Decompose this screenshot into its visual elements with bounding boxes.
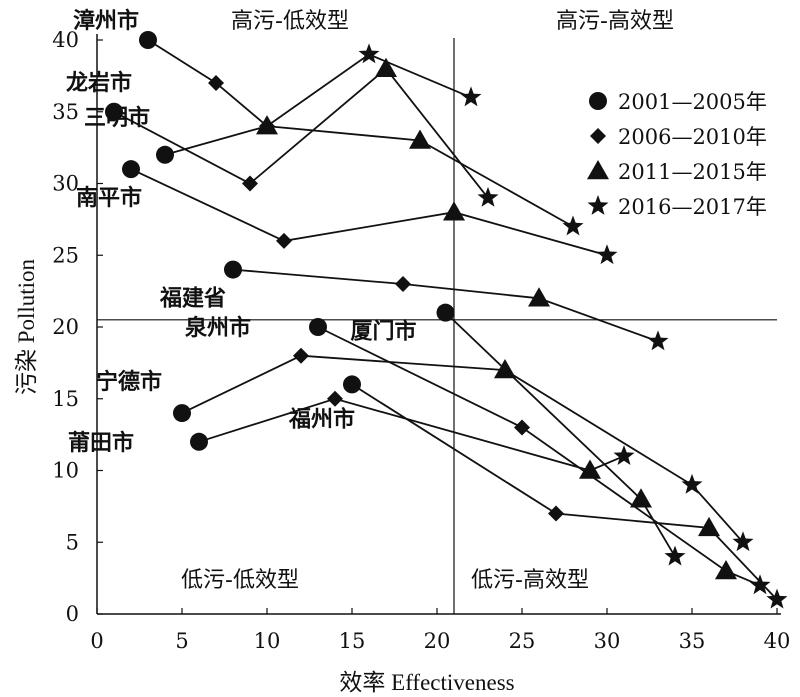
x-tick-label: 10 [254,629,281,653]
quadrant-label: 高污-高效型 [556,9,674,34]
series-line-龙岩市 [113,67,489,199]
data-point-diamond [327,390,343,407]
data-point-circle [224,260,242,279]
series-line-福州市 [351,383,778,601]
data-point-triangle [698,516,720,537]
x-tick-label: 5 [175,629,188,653]
series-label: 莆田市 [68,430,134,456]
data-point-diamond [548,505,564,522]
data-point-diamond [395,275,411,292]
legend-entry: 2011—2015年 [618,160,767,184]
series-label: 福州市 [288,406,355,432]
data-point-circle [190,432,208,451]
y-tick-label: 40 [52,28,79,52]
quadrant-label: 高污-低效型 [231,9,349,34]
series-line-厦门市 [444,311,676,558]
data-point-triangle [715,559,737,580]
data-point-star [613,445,635,465]
legend-entry: 2001—2005年 [618,90,767,114]
series-label: 三明市 [84,105,150,131]
data-point-circle [309,318,327,336]
data-point-star [766,588,788,609]
data-point-circle [436,303,455,322]
data-point-circle [139,31,157,49]
data-point-star [596,244,618,265]
data-point-diamond [293,347,309,364]
series-label: 漳州市 [73,8,139,34]
data-point-triangle [375,57,397,77]
x-tick-label: 25 [509,629,536,653]
data-point-circle [156,145,174,164]
y-tick-label: 10 [52,459,79,483]
quadrant-label: 低污-低效型 [181,568,299,593]
y-tick-label: 0 [66,602,79,626]
x-axis-title: 效率 Effectiveness [339,670,514,695]
x-tick-label: 40 [764,629,791,653]
data-point-circle [122,160,140,179]
data-point-star [562,215,584,236]
data-point-star [647,330,669,351]
x-tick-label: 20 [424,629,451,653]
data-point-triangle [443,201,465,221]
data-point-triangle [587,160,609,180]
data-point-circle [173,404,191,423]
y-tick-label: 30 [52,172,79,196]
data-point-diamond [276,232,292,249]
data-point-diamond [259,118,275,135]
data-point-star [587,195,609,215]
data-point-triangle [630,488,652,508]
data-point-diamond [208,75,224,92]
data-point-star [358,43,380,64]
data-point-star [732,531,754,552]
y-tick-label: 35 [52,100,79,124]
data-point-circle [589,92,607,110]
y-tick-label: 5 [66,530,79,554]
data-point-triangle [409,129,431,149]
series-label: 龙岩市 [66,70,132,96]
data-point-triangle [528,287,550,307]
x-tick-label: 15 [339,629,366,653]
y-tick-label: 15 [52,387,79,411]
series-line-莆田市 [198,397,625,472]
data-point-diamond [242,175,258,192]
legend-entry: 2006—2010年 [618,125,767,149]
x-tick-label: 0 [90,629,103,653]
series-line-福建省 [232,268,659,343]
legend-entry: 2016—2017年 [618,195,767,219]
series-label: 南平市 [76,185,142,211]
data-point-star [460,86,482,107]
series-line-三明市 [164,125,574,228]
series-line-南平市 [130,168,608,257]
series-line-宁德市 [181,354,744,543]
y-tick-label: 20 [52,315,79,339]
quadrant-label: 低污-高效型 [471,568,589,593]
data-point-star [749,574,771,595]
data-point-star [477,186,499,207]
data-point-circle [105,102,123,121]
series-line-泉州市 [317,326,761,587]
series-label: 厦门市 [350,319,416,345]
data-point-star [664,545,686,566]
data-point-triangle [494,359,516,379]
series-line-漳州市 [147,39,472,128]
data-point-star [681,473,703,494]
data-point-diamond [590,128,606,144]
x-tick-label: 30 [594,629,621,653]
y-tick-label: 25 [52,243,79,267]
data-point-circle [343,375,361,394]
series-label: 福建省 [159,287,226,312]
series-label: 宁德市 [96,369,162,395]
x-tick-label: 35 [679,629,706,653]
series-label: 泉州市 [185,315,251,341]
data-point-diamond [514,419,530,436]
data-point-triangle [579,459,601,479]
y-axis-title: 污染 Pollution [14,258,39,395]
